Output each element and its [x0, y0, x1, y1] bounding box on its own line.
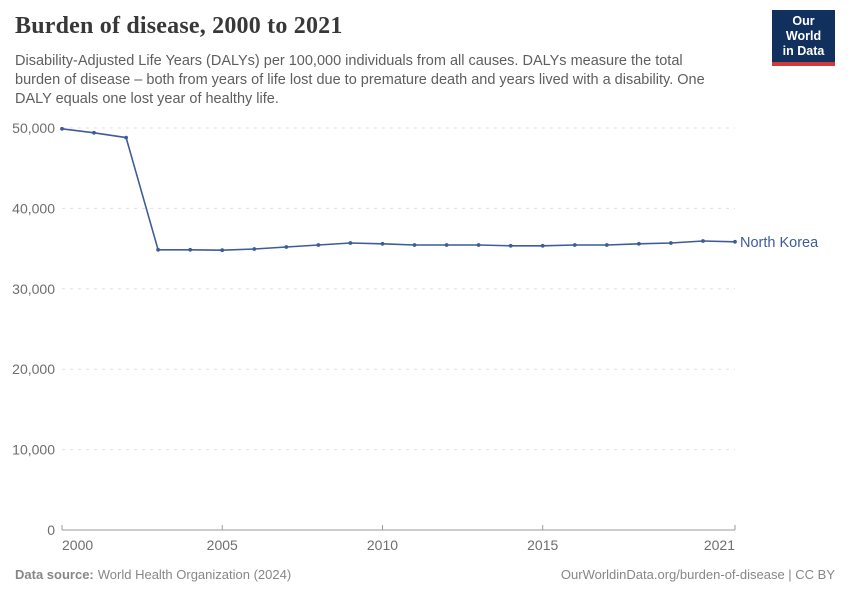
owid-logo[interactable]: Our World in Data: [772, 10, 835, 66]
owid-logo-text: Our World: [785, 14, 822, 43]
data-point[interactable]: [124, 135, 128, 140]
data-point[interactable]: [188, 247, 193, 252]
chart-subtitle-line: burden of disease – both from years of l…: [15, 72, 705, 88]
chart-subtitle: Disability-Adjusted Life Years (DALYs) p…: [15, 52, 755, 109]
data-point[interactable]: [60, 126, 64, 131]
x-axis-label: 2021: [704, 537, 735, 553]
x-axis-label: 2005: [207, 537, 238, 553]
y-axis-label: 20,000: [12, 361, 55, 377]
data-point[interactable]: [156, 247, 161, 252]
data-point[interactable]: [220, 248, 225, 253]
data-point[interactable]: [444, 243, 449, 247]
y-axis-label: 40,000: [12, 200, 55, 216]
data-point[interactable]: [412, 243, 417, 247]
data-point[interactable]: [380, 241, 385, 246]
chart-title: Burden of disease, 2000 to 2021: [15, 13, 343, 39]
data-source: Data source: World Health Organization (2…: [15, 567, 291, 582]
data-point[interactable]: [348, 241, 353, 245]
data-point[interactable]: [476, 243, 481, 247]
footer-link[interactable]: OurWorldinData.org/burden-of-disease | C…: [560, 567, 835, 582]
chart-footer: Data source: World Health Organization (2…: [15, 567, 835, 582]
x-axis-label: 2000: [62, 537, 93, 553]
chart-subtitle-line: DALY equals one lost year of healthy lif…: [15, 91, 279, 107]
data-point[interactable]: [701, 239, 705, 243]
data-point[interactable]: [540, 243, 545, 248]
data-point[interactable]: [572, 243, 577, 247]
data-point[interactable]: [604, 243, 609, 247]
data-source-value: World Health Organization (2024): [97, 567, 292, 582]
y-axis-label: 50,000: [12, 120, 55, 136]
data-point[interactable]: [92, 130, 96, 135]
y-axis-label: 10,000: [12, 442, 55, 458]
y-axis-label: 30,000: [12, 281, 55, 297]
data-point[interactable]: [252, 247, 257, 251]
chart-subtitle-line: Disability-Adjusted Life Years (DALYs) p…: [15, 53, 683, 69]
owid-logo-text: in Data: [782, 44, 825, 58]
series-label-north-korea[interactable]: North Korea: [740, 235, 819, 251]
north-korea-line[interactable]: [61, 128, 736, 251]
y-axis-label: 0: [47, 522, 55, 538]
data-point[interactable]: [637, 241, 641, 246]
data-source-label: Data source:: [15, 567, 94, 582]
x-axis-label: 2010: [367, 537, 398, 553]
x-axis-label: 2015: [527, 537, 558, 553]
data-point[interactable]: [669, 241, 673, 245]
data-point[interactable]: [508, 243, 513, 248]
data-point[interactable]: [316, 243, 321, 247]
data-point[interactable]: [284, 245, 289, 249]
data-point[interactable]: [733, 239, 737, 244]
